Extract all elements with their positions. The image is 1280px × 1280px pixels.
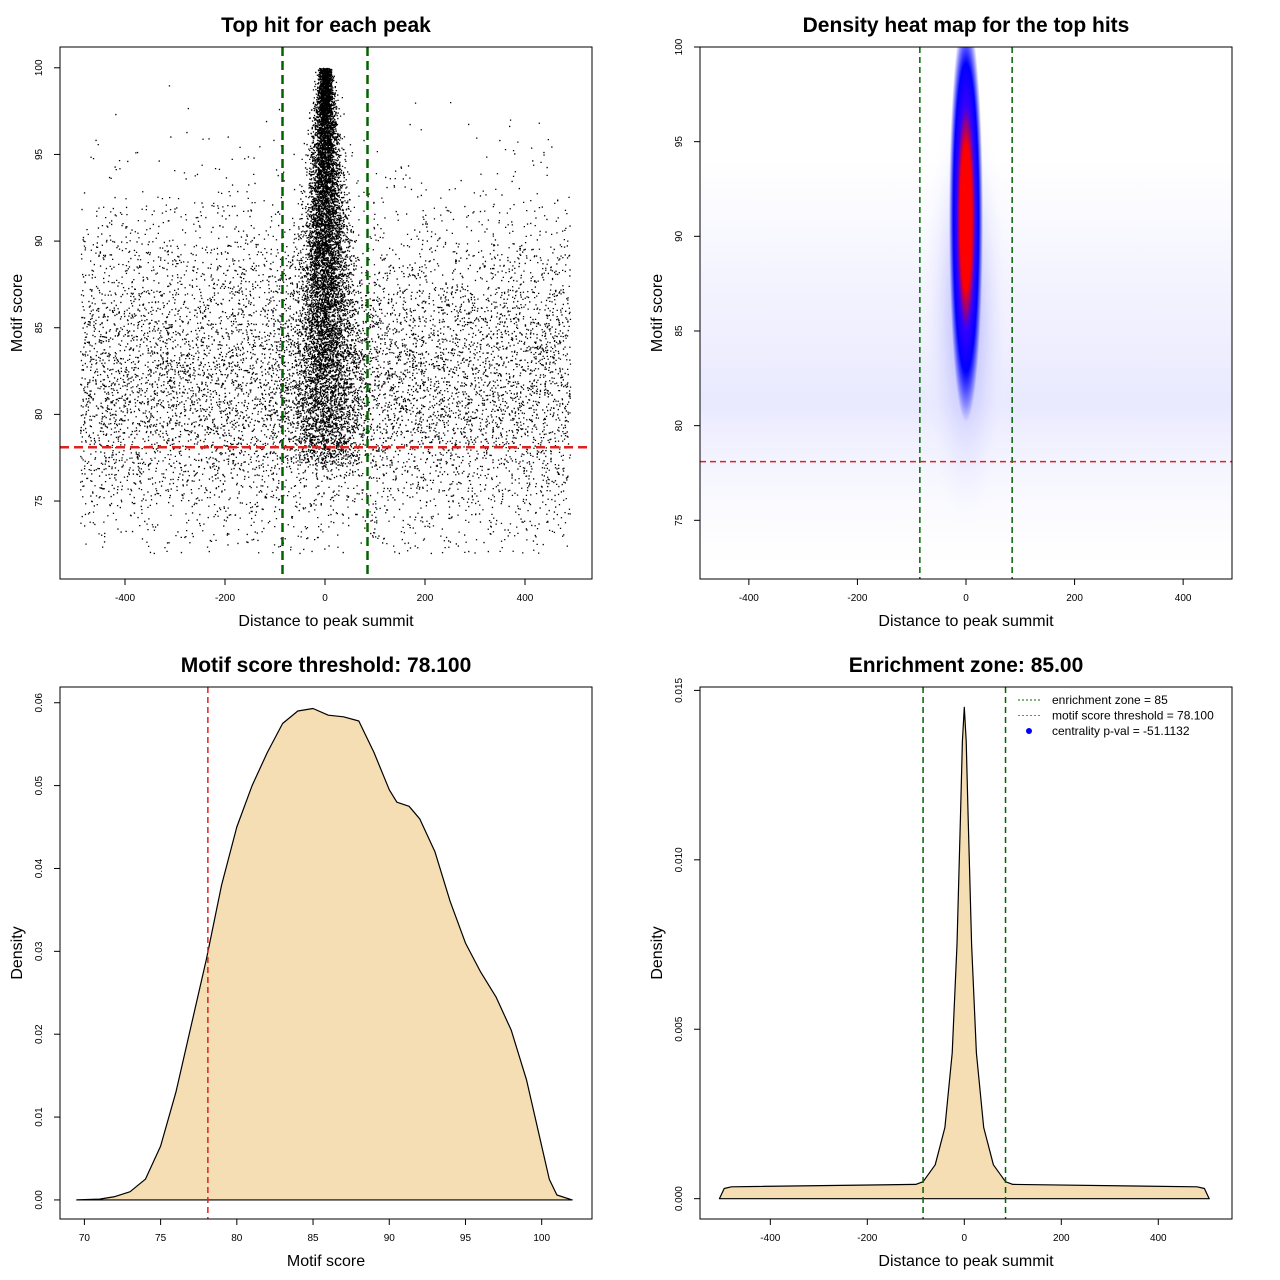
y-tick-label: 0.000 — [674, 1186, 685, 1211]
x-tick-label: -200 — [847, 593, 867, 604]
y-tick-label: 0.010 — [674, 847, 685, 872]
x-tick-label: 95 — [460, 1233, 472, 1244]
panel-distance-density: Enrichment zone: 85.00 Distance to peak s… — [649, 654, 1233, 1270]
y-tick-label: 0.05 — [34, 775, 45, 795]
y-tick-label: 0.02 — [34, 1024, 45, 1044]
legend-point-icon — [1026, 728, 1032, 734]
x-axis-label: Distance to peak summit — [238, 613, 414, 630]
x-tick-label: 70 — [79, 1233, 91, 1244]
y-axis-label: Density — [9, 926, 26, 979]
y-tick-label: 90 — [674, 230, 685, 242]
y-tick-label: 85 — [34, 322, 45, 334]
chart-title: Enrichment zone: 85.00 — [849, 654, 1084, 677]
x-axis-label: Distance to peak summit — [878, 1253, 1054, 1270]
scatter-points — [80, 67, 572, 555]
plot-frame — [59, 686, 593, 1220]
panel-heatmap: Density heat map for the top hits Distanc… — [649, 14, 1233, 630]
y-tick-label: 0.06 — [34, 693, 45, 713]
x-tick-label: 0 — [962, 1233, 968, 1244]
x-tick-label: -200 — [857, 1233, 877, 1244]
x-tick-label: 200 — [1066, 593, 1083, 604]
x-tick-label: -400 — [760, 1233, 780, 1244]
x-tick-label: 90 — [384, 1233, 396, 1244]
x-tick-label: 80 — [231, 1233, 243, 1244]
x-tick-label: 400 — [1175, 593, 1192, 604]
x-tick-label: 200 — [417, 593, 434, 604]
x-axis-label: Distance to peak summit — [878, 613, 1054, 630]
x-tick-label: 400 — [517, 593, 534, 604]
y-axis-label: Density — [649, 926, 666, 979]
y-tick-label: 0.04 — [34, 858, 45, 878]
y-tick-label: 80 — [34, 408, 45, 420]
x-tick-label: 0 — [963, 593, 969, 604]
y-tick-label: 75 — [674, 514, 685, 526]
legend-label: enrichment zone = 85 — [1052, 693, 1168, 707]
y-axis-label: Motif score — [649, 274, 666, 352]
x-tick-label: 0 — [322, 593, 328, 604]
x-tick-label: -200 — [215, 593, 235, 604]
y-tick-label: 75 — [34, 495, 45, 507]
chart-title: Density heat map for the top hits — [803, 14, 1130, 37]
y-tick-label: 95 — [674, 136, 685, 148]
y-tick-label: 0.015 — [674, 677, 685, 702]
y-tick-label: 0.03 — [34, 941, 45, 961]
y-tick-label: 90 — [34, 235, 45, 247]
x-tick-label: 85 — [307, 1233, 319, 1244]
y-axis-label: Motif score — [9, 274, 26, 352]
y-tick-label: 80 — [674, 420, 685, 432]
chart-title: Motif score threshold: 78.100 — [181, 654, 472, 677]
y-tick-label: 100 — [674, 38, 685, 55]
x-tick-label: -400 — [115, 593, 135, 604]
x-tick-label: 200 — [1053, 1233, 1070, 1244]
legend-label: motif score threshold = 78.100 — [1052, 709, 1214, 723]
y-tick-label: 0.00 — [34, 1190, 45, 1210]
legend-label: centrality p-val = -51.1132 — [1052, 724, 1190, 738]
x-axis-label: Motif score — [287, 1253, 365, 1270]
heatmap-field — [700, 47, 1232, 568]
plot-frame — [59, 46, 593, 580]
density-curve — [718, 706, 1210, 1200]
plot-frame — [699, 686, 1233, 1220]
y-tick-label: 95 — [34, 148, 45, 160]
y-tick-label: 0.005 — [674, 1016, 685, 1041]
panel-scatter: Top hit for each peak Distance to peak su… — [9, 14, 593, 630]
chart-title: Top hit for each peak — [221, 14, 431, 37]
x-tick-label: 100 — [533, 1233, 550, 1244]
x-tick-label: -400 — [739, 593, 759, 604]
panel-score-density: Motif score threshold: 78.100 Motif score… — [9, 654, 593, 1270]
density-curve — [76, 707, 573, 1201]
y-tick-label: 0.01 — [34, 1107, 45, 1127]
y-tick-label: 100 — [34, 59, 45, 76]
heatmap-peak — [949, 47, 983, 423]
x-tick-label: 75 — [155, 1233, 167, 1244]
y-tick-label: 85 — [674, 325, 685, 337]
x-tick-label: 400 — [1150, 1233, 1167, 1244]
